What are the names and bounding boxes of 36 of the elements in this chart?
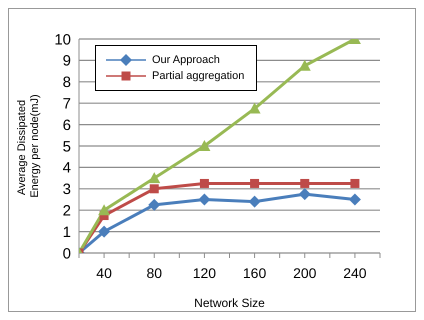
legend-label: Our Approach	[152, 54, 220, 66]
y-tick-label: 2	[62, 202, 71, 220]
point	[348, 194, 361, 206]
x-tick-label: 240	[343, 264, 367, 281]
point	[250, 178, 260, 188]
y-tick-label: 8	[62, 74, 71, 92]
point	[98, 226, 110, 238]
point	[200, 178, 209, 188]
point	[148, 198, 160, 211]
point	[150, 184, 159, 194]
point	[198, 194, 210, 206]
point	[198, 140, 210, 151]
y-tick-label: 10	[54, 31, 71, 48]
y-tick-label: 5	[62, 138, 71, 156]
y-tick-label: 4	[62, 160, 71, 177]
point	[98, 204, 110, 216]
x-tick-label: 160	[242, 264, 266, 281]
point	[300, 178, 310, 188]
x-tick-label: 200	[293, 264, 317, 281]
y-tick-label: 9	[62, 52, 71, 70]
y-tick-label: 1	[62, 224, 71, 241]
point	[298, 188, 311, 200]
x-tick-label: 80	[146, 264, 162, 281]
point	[298, 60, 311, 71]
point	[248, 196, 261, 208]
x-tick-label: 120	[192, 264, 216, 281]
legend-label: Partial aggregation	[152, 70, 244, 82]
x-axis-title: Network Size	[194, 296, 266, 310]
point	[148, 172, 160, 184]
y-tick-label: 6	[62, 116, 71, 134]
y-tick-label: 3	[62, 181, 71, 198]
y-tick-label: 0	[62, 245, 71, 262]
point	[350, 178, 360, 188]
y-axis-title: Average Dissipated Energy per node(mJ)	[16, 94, 41, 198]
x-tick-label: 40	[96, 264, 112, 281]
y-tick-label: 7	[62, 96, 71, 113]
